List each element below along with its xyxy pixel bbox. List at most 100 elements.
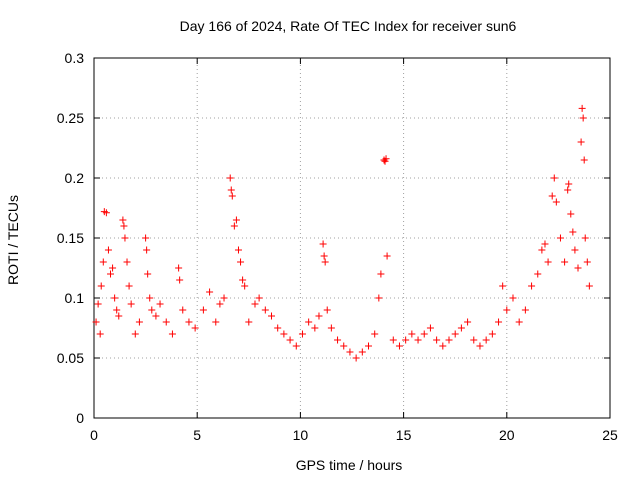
data-point xyxy=(92,318,100,326)
data-point xyxy=(230,222,238,230)
data-point xyxy=(408,330,416,338)
data-point xyxy=(131,330,139,338)
data-point xyxy=(550,174,558,182)
data-point xyxy=(375,294,383,302)
data-point xyxy=(228,192,236,200)
data-point xyxy=(168,330,176,338)
x-tick-label: 10 xyxy=(293,427,309,443)
data-point xyxy=(162,318,170,326)
data-point xyxy=(123,258,131,266)
data-point xyxy=(94,300,102,308)
data-point xyxy=(365,342,373,350)
data-point xyxy=(321,258,329,266)
data-point xyxy=(146,294,154,302)
data-point xyxy=(216,300,224,308)
data-point xyxy=(255,294,263,302)
data-point xyxy=(548,192,556,200)
data-point xyxy=(107,270,115,278)
data-point xyxy=(96,330,104,338)
data-point xyxy=(567,210,575,218)
data-point xyxy=(433,336,441,344)
data-point xyxy=(241,282,249,290)
data-point xyxy=(280,330,288,338)
data-point xyxy=(538,246,546,254)
data-point xyxy=(115,312,123,320)
data-point xyxy=(340,342,348,350)
data-point xyxy=(470,336,478,344)
data-point xyxy=(226,174,234,182)
data-point xyxy=(569,228,577,236)
data-point xyxy=(102,209,110,217)
data-point xyxy=(320,252,328,260)
data-point xyxy=(445,336,453,344)
data-point xyxy=(232,216,240,224)
data-point xyxy=(305,318,313,326)
data-point xyxy=(528,282,536,290)
data-point xyxy=(311,324,319,332)
data-point xyxy=(414,336,422,344)
y-tick-label: 0.25 xyxy=(57,110,84,126)
data-point xyxy=(515,318,523,326)
data-point xyxy=(111,294,119,302)
data-point xyxy=(579,114,587,122)
data-point xyxy=(99,258,107,266)
data-point xyxy=(237,258,245,266)
data-point xyxy=(234,246,242,254)
data-point xyxy=(220,294,228,302)
data-point xyxy=(319,240,327,248)
axis-tick-labels: 0 5 10 15 20 25 0 0.05 0.1 0.15 0.2 0.25 0.3 xyxy=(57,50,618,443)
data-point xyxy=(152,312,160,320)
y-tick-label: 0.3 xyxy=(65,50,85,66)
data-point xyxy=(571,246,579,254)
data-point xyxy=(120,222,128,230)
data-point xyxy=(251,300,259,308)
data-point xyxy=(97,282,105,290)
data-point xyxy=(488,330,496,338)
data-point xyxy=(426,324,434,332)
data-point xyxy=(327,324,335,332)
y-tick-label: 0.1 xyxy=(65,290,85,306)
data-point xyxy=(482,336,490,344)
data-point xyxy=(185,318,193,326)
x-axis-label: GPS time / hours xyxy=(296,457,403,473)
plot-frame xyxy=(93,57,611,419)
data-point xyxy=(383,252,391,260)
data-point xyxy=(104,246,112,254)
data-point xyxy=(148,306,156,314)
x-tick-label: 5 xyxy=(193,427,201,443)
data-point xyxy=(176,276,184,284)
data-point xyxy=(534,270,542,278)
data-point xyxy=(578,104,586,112)
x-tick-label: 15 xyxy=(396,427,412,443)
data-point xyxy=(541,240,549,248)
data-point xyxy=(556,234,564,242)
data-point xyxy=(561,258,569,266)
grid-lines xyxy=(94,58,610,418)
data-point xyxy=(358,348,366,356)
data-point xyxy=(144,270,152,278)
data-point xyxy=(268,312,276,320)
data-point xyxy=(476,342,484,350)
data-point xyxy=(503,306,511,314)
y-tick-label: 0 xyxy=(76,410,84,426)
data-point xyxy=(212,318,220,326)
data-point xyxy=(395,342,403,350)
data-point xyxy=(206,288,214,296)
data-point xyxy=(420,330,428,338)
x-tick-label: 25 xyxy=(602,427,618,443)
data-point xyxy=(227,186,235,194)
data-point xyxy=(239,276,247,284)
data-point xyxy=(156,300,164,308)
data-points xyxy=(92,104,593,362)
data-point xyxy=(245,318,253,326)
data-point xyxy=(142,234,150,242)
data-point xyxy=(499,282,507,290)
data-point xyxy=(583,258,591,266)
data-point xyxy=(179,306,187,314)
data-point xyxy=(439,342,447,350)
y-tick-label: 0.05 xyxy=(57,350,84,366)
data-point xyxy=(574,264,582,272)
data-point xyxy=(565,180,573,188)
data-point xyxy=(143,246,151,254)
